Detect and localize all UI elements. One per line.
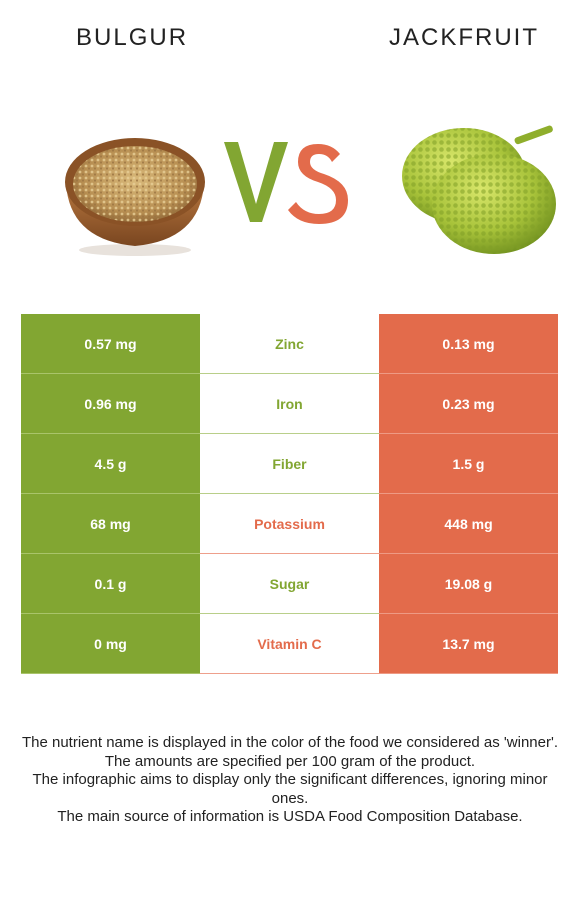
bulgur-value: 0.57 mg <box>21 314 200 374</box>
footnote-line: The nutrient name is displayed in the co… <box>21 734 559 751</box>
nutrient-name: Zinc <box>200 314 379 374</box>
footnote-line: The main source of information is USDA F… <box>57 808 523 825</box>
bulgur-value: 0 mg <box>21 614 200 674</box>
right-food-title: JACKFRUIT <box>389 24 539 51</box>
nutrient-name: Sugar <box>200 554 379 614</box>
nutrient-name: Fiber <box>200 434 379 494</box>
bulgur-value: 68 mg <box>21 494 200 554</box>
table-row: 0.57 mg Zinc 0.13 mg <box>21 314 558 374</box>
bulgur-value: 0.96 mg <box>21 374 200 434</box>
jackfruit-value: 0.13 mg <box>379 314 558 374</box>
nutrient-comparison-table: 0.57 mg Zinc 0.13 mg 0.96 mg Iron 0.23 m… <box>21 314 558 674</box>
nutrient-name: Potassium <box>200 494 379 554</box>
bulgur-value: 4.5 g <box>21 434 200 494</box>
nutrient-name: Vitamin C <box>200 614 379 674</box>
footnote-line: The amounts are specified per 100 gram o… <box>104 752 476 770</box>
left-food-title: BULGUR <box>76 24 189 51</box>
table-row: 0 mg Vitamin C 13.7 mg <box>21 614 558 674</box>
bulgur-bowl-image <box>60 122 210 262</box>
nutrient-name: Iron <box>200 374 379 434</box>
jackfruit-image <box>382 118 562 260</box>
jackfruit-value: 0.23 mg <box>379 374 558 434</box>
jackfruit-value: 1.5 g <box>379 434 558 494</box>
footnote-line: The infographic aims to display only the… <box>32 771 548 807</box>
table-row: 0.96 mg Iron 0.23 mg <box>21 374 558 434</box>
table-row: 0.1 g Sugar 19.08 g <box>21 554 558 614</box>
jackfruit-value: 448 mg <box>379 494 558 554</box>
jackfruit-value: 13.7 mg <box>379 614 558 674</box>
jackfruit-value: 19.08 g <box>379 554 558 614</box>
footnote: The nutrient name is displayed in the co… <box>20 734 560 827</box>
table-row: 68 mg Potassium 448 mg <box>21 494 558 554</box>
vs-label <box>224 142 348 224</box>
table-row: 4.5 g Fiber 1.5 g <box>21 434 558 494</box>
bulgur-value: 0.1 g <box>21 554 200 614</box>
